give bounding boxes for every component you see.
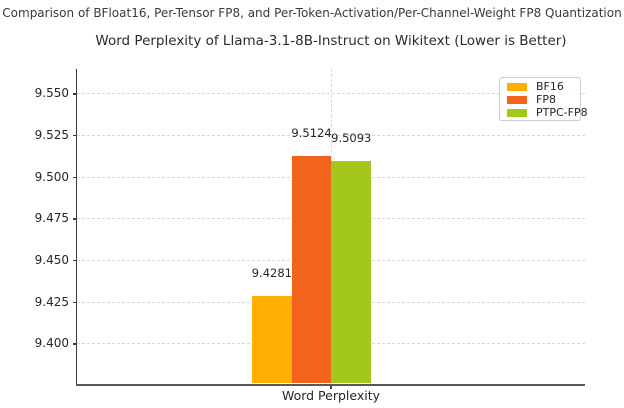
- y-tick-mark: [72, 218, 77, 220]
- figure-suptitle: Comparison of BFloat16, Per-Tensor FP8, …: [2, 6, 622, 20]
- bar-value-label: 9.4281: [251, 266, 292, 281]
- y-tick-label: 9.550: [34, 86, 69, 101]
- x-axis-label: Word Perplexity: [281, 388, 381, 403]
- y-tick-mark: [72, 134, 77, 137]
- y-tick-label: 9.425: [34, 294, 69, 309]
- y-tick-label: 9.450: [34, 252, 69, 267]
- x-tick-mark: [330, 385, 332, 389]
- y-tick-mark: [72, 176, 77, 178]
- bar-value-label: 9.5093: [331, 131, 372, 146]
- legend: BF16 FP8 PTPC-FP8: [499, 77, 588, 121]
- y-axis-spine: [76, 69, 78, 385]
- legend-label: PTPC-FP8: [536, 105, 588, 119]
- legend-swatch-icon: [507, 108, 527, 117]
- chart-title: Word Perplexity of Llama-3.1-8B-Instruct…: [95, 33, 567, 49]
- legend-item: PTPC-FP8: [507, 106, 588, 120]
- legend-swatch-icon: [507, 96, 527, 105]
- y-tick-label: 9.525: [34, 127, 69, 142]
- x-axis-spine: [76, 383, 585, 386]
- legend-item: BF16: [507, 81, 580, 94]
- plot-area: 9.4281 9.5124 9.5093: [77, 69, 585, 384]
- bar-fp8: [291, 155, 332, 384]
- legend-label: BF16: [536, 80, 564, 94]
- y-tick-label: 9.400: [34, 336, 69, 351]
- bar-bf16: [252, 296, 292, 384]
- y-tick-mark: [72, 343, 77, 345]
- y-tick-label: 9.475: [34, 211, 69, 226]
- legend-swatch-icon: [507, 83, 527, 92]
- bar-value-label: 9.5124: [291, 125, 332, 140]
- legend-item: FP8: [507, 94, 580, 107]
- y-tick-mark: [72, 301, 77, 303]
- bar-ptpc-fp8: [331, 161, 372, 384]
- legend-label: FP8: [536, 93, 556, 107]
- y-tick-mark: [72, 259, 77, 262]
- y-tick-label: 9.500: [34, 169, 69, 184]
- y-tick-mark: [72, 93, 77, 95]
